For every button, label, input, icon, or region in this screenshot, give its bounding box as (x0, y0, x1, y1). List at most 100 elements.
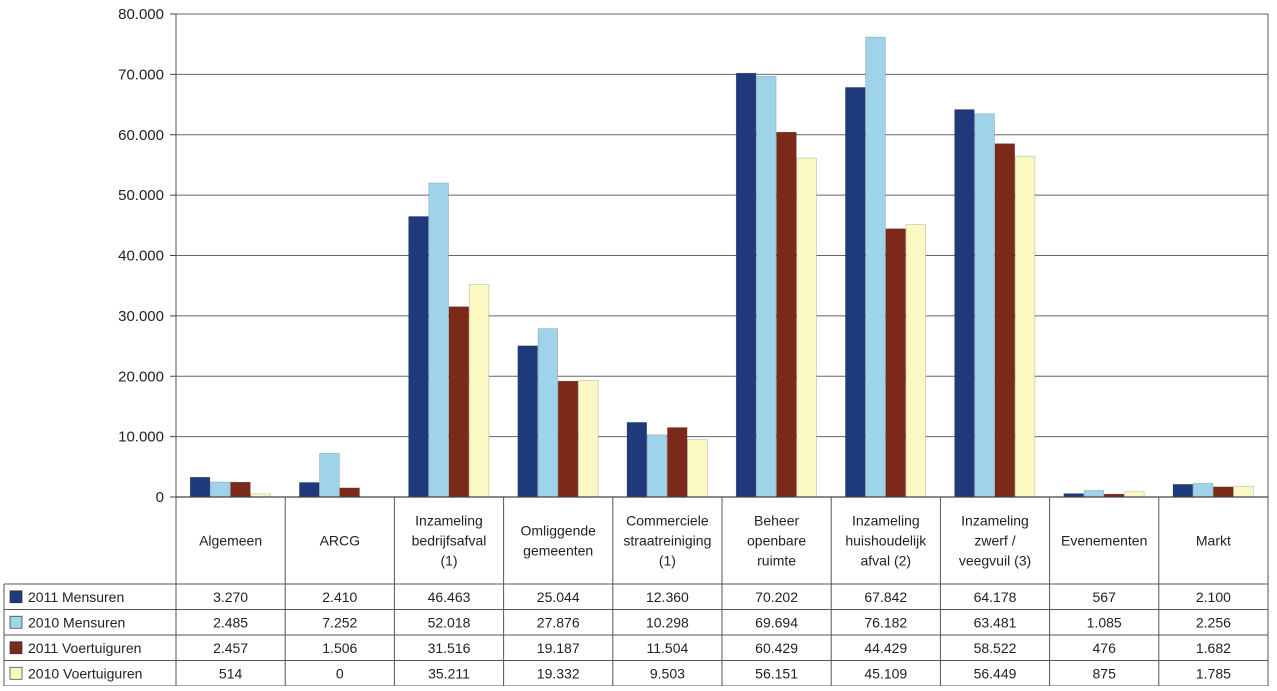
table-cell-3-8: 58.522 (974, 640, 1017, 656)
table-cell-2-3: 52.018 (428, 614, 471, 630)
bar-1-6 (735, 72, 757, 498)
bar-2-3 (428, 182, 449, 498)
x-category-label: Evenementen (1061, 533, 1147, 549)
table-cell-2-6: 69.694 (755, 614, 798, 630)
y-tick-label: 60.000 (118, 127, 164, 144)
y-tick-label: 80.000 (118, 6, 164, 23)
table-cell-3-5: 11.504 (647, 640, 689, 656)
bar-1-3 (408, 216, 429, 498)
bar-2-10 (1192, 483, 1214, 498)
legend-label-3: 2011 Voertuiguren (28, 640, 141, 656)
table-cell-2-7: 76.182 (864, 614, 907, 630)
table-cell-1-8: 64.178 (974, 589, 1017, 605)
bar-3-10 (1213, 486, 1234, 498)
table-cell-4-7: 45.109 (864, 665, 907, 681)
table-cell-1-1: 3.270 (213, 589, 248, 605)
bar-2-9 (1083, 490, 1105, 498)
bar-3-3 (448, 306, 470, 498)
table-cell-3-1: 2.457 (213, 640, 248, 656)
y-tick-label: 70.000 (118, 66, 164, 83)
bar-3-7 (885, 228, 906, 498)
bar-1-4 (517, 345, 538, 498)
table-cell-4-3: 35.211 (428, 665, 470, 681)
x-category-label: Inzameling huishoudelijk afval (2) (845, 513, 927, 569)
bar-3-4 (557, 380, 579, 498)
bar-2-1 (210, 481, 231, 498)
bar-1-10 (1172, 484, 1193, 498)
bar-3-2 (339, 487, 360, 498)
bar-3-8 (994, 143, 1016, 498)
table-cell-3-6: 60.429 (755, 640, 798, 656)
bar-4-3 (468, 284, 490, 498)
table-cell-2-2: 7.252 (322, 614, 357, 630)
legend-label-1: 2011 Mensuren (28, 589, 124, 605)
x-category-label: Algemeen (199, 533, 262, 549)
bar-3-5 (667, 427, 688, 498)
x-category-label: Omliggende gemeenten (520, 523, 596, 559)
table-cell-1-10: 2.100 (1196, 589, 1231, 605)
bar-4-4 (578, 379, 599, 498)
bar-2-2 (319, 452, 340, 498)
y-tick-label: 40.000 (118, 248, 164, 265)
legend-swatch-3 (9, 641, 23, 655)
bar-2-8 (974, 113, 995, 498)
table-cell-4-6: 56.151 (755, 665, 798, 681)
bar-2-4 (537, 328, 558, 498)
y-tick-label: 30.000 (118, 308, 164, 325)
table-cell-3-7: 44.429 (864, 640, 907, 656)
bar-4-5 (687, 439, 708, 498)
table-cell-2-8: 63.481 (974, 614, 1017, 630)
bar-1-5 (626, 422, 647, 498)
table-cell-1-7: 67.842 (864, 589, 907, 605)
table-cell-4-8: 56.449 (974, 665, 1017, 681)
table-cell-4-1: 514 (219, 665, 243, 681)
bar-2-6 (756, 75, 777, 498)
table-cell-3-4: 19.187 (537, 640, 580, 656)
x-category-label: Beheer openbare ruimte (747, 513, 806, 569)
bar-4-9 (1124, 491, 1145, 498)
y-tick-label: 10.000 (118, 429, 164, 446)
table-cell-4-10: 1.785 (1196, 665, 1231, 681)
legend-swatch-2 (9, 615, 23, 629)
table-cell-1-5: 12.360 (646, 589, 689, 605)
table-cell-2-5: 10.298 (646, 614, 689, 630)
x-category-label: ARCG (320, 533, 360, 549)
x-category-label: Markt (1196, 533, 1231, 549)
bar-2-7 (865, 36, 886, 498)
legend-swatch-4 (9, 666, 23, 680)
bar-4-8 (1014, 155, 1036, 498)
table-cell-3-2: 1.506 (322, 640, 357, 656)
table-cell-4-9: 875 (1093, 665, 1117, 681)
table-cell-2-10: 2.256 (1196, 614, 1231, 630)
table-cell-1-4: 25.044 (537, 589, 580, 605)
table-cell-1-3: 46.463 (428, 589, 471, 605)
x-category-label: Inzameling zwerf / veegvuil (3) (959, 513, 1031, 569)
table-cell-1-9: 567 (1093, 589, 1117, 605)
y-tick-label: 20.000 (118, 368, 164, 385)
table-cell-3-10: 1.682 (1196, 640, 1231, 656)
table-cell-4-5: 9.503 (650, 665, 685, 681)
bar-2-5 (646, 434, 668, 498)
bar-1-7 (845, 87, 866, 498)
y-tick-label: 50.000 (118, 187, 164, 204)
legend-swatch-1 (9, 590, 23, 604)
table-cell-3-9: 476 (1093, 640, 1117, 656)
bar-4-10 (1233, 485, 1254, 498)
bar-4-7 (905, 224, 927, 498)
x-category-label: Commerciele straatreiniging (1) (623, 513, 711, 569)
bar-3-1 (230, 481, 251, 498)
bar-1-2 (299, 482, 320, 498)
bar-1-1 (189, 476, 211, 498)
table-cell-1-6: 70.202 (755, 589, 798, 605)
bar-4-6 (796, 157, 817, 498)
bar-3-6 (776, 131, 797, 498)
table-cell-2-1: 2.485 (213, 614, 248, 630)
table-cell-4-4: 19.332 (537, 665, 580, 681)
table-cell-4-2: 0 (336, 665, 344, 681)
table-cell-3-3: 31.516 (428, 640, 471, 656)
table-cell-2-4: 27.876 (537, 614, 580, 630)
x-category-label: Inzameling bedrijfsafval (1) (412, 513, 487, 569)
bar-1-8 (954, 109, 975, 498)
